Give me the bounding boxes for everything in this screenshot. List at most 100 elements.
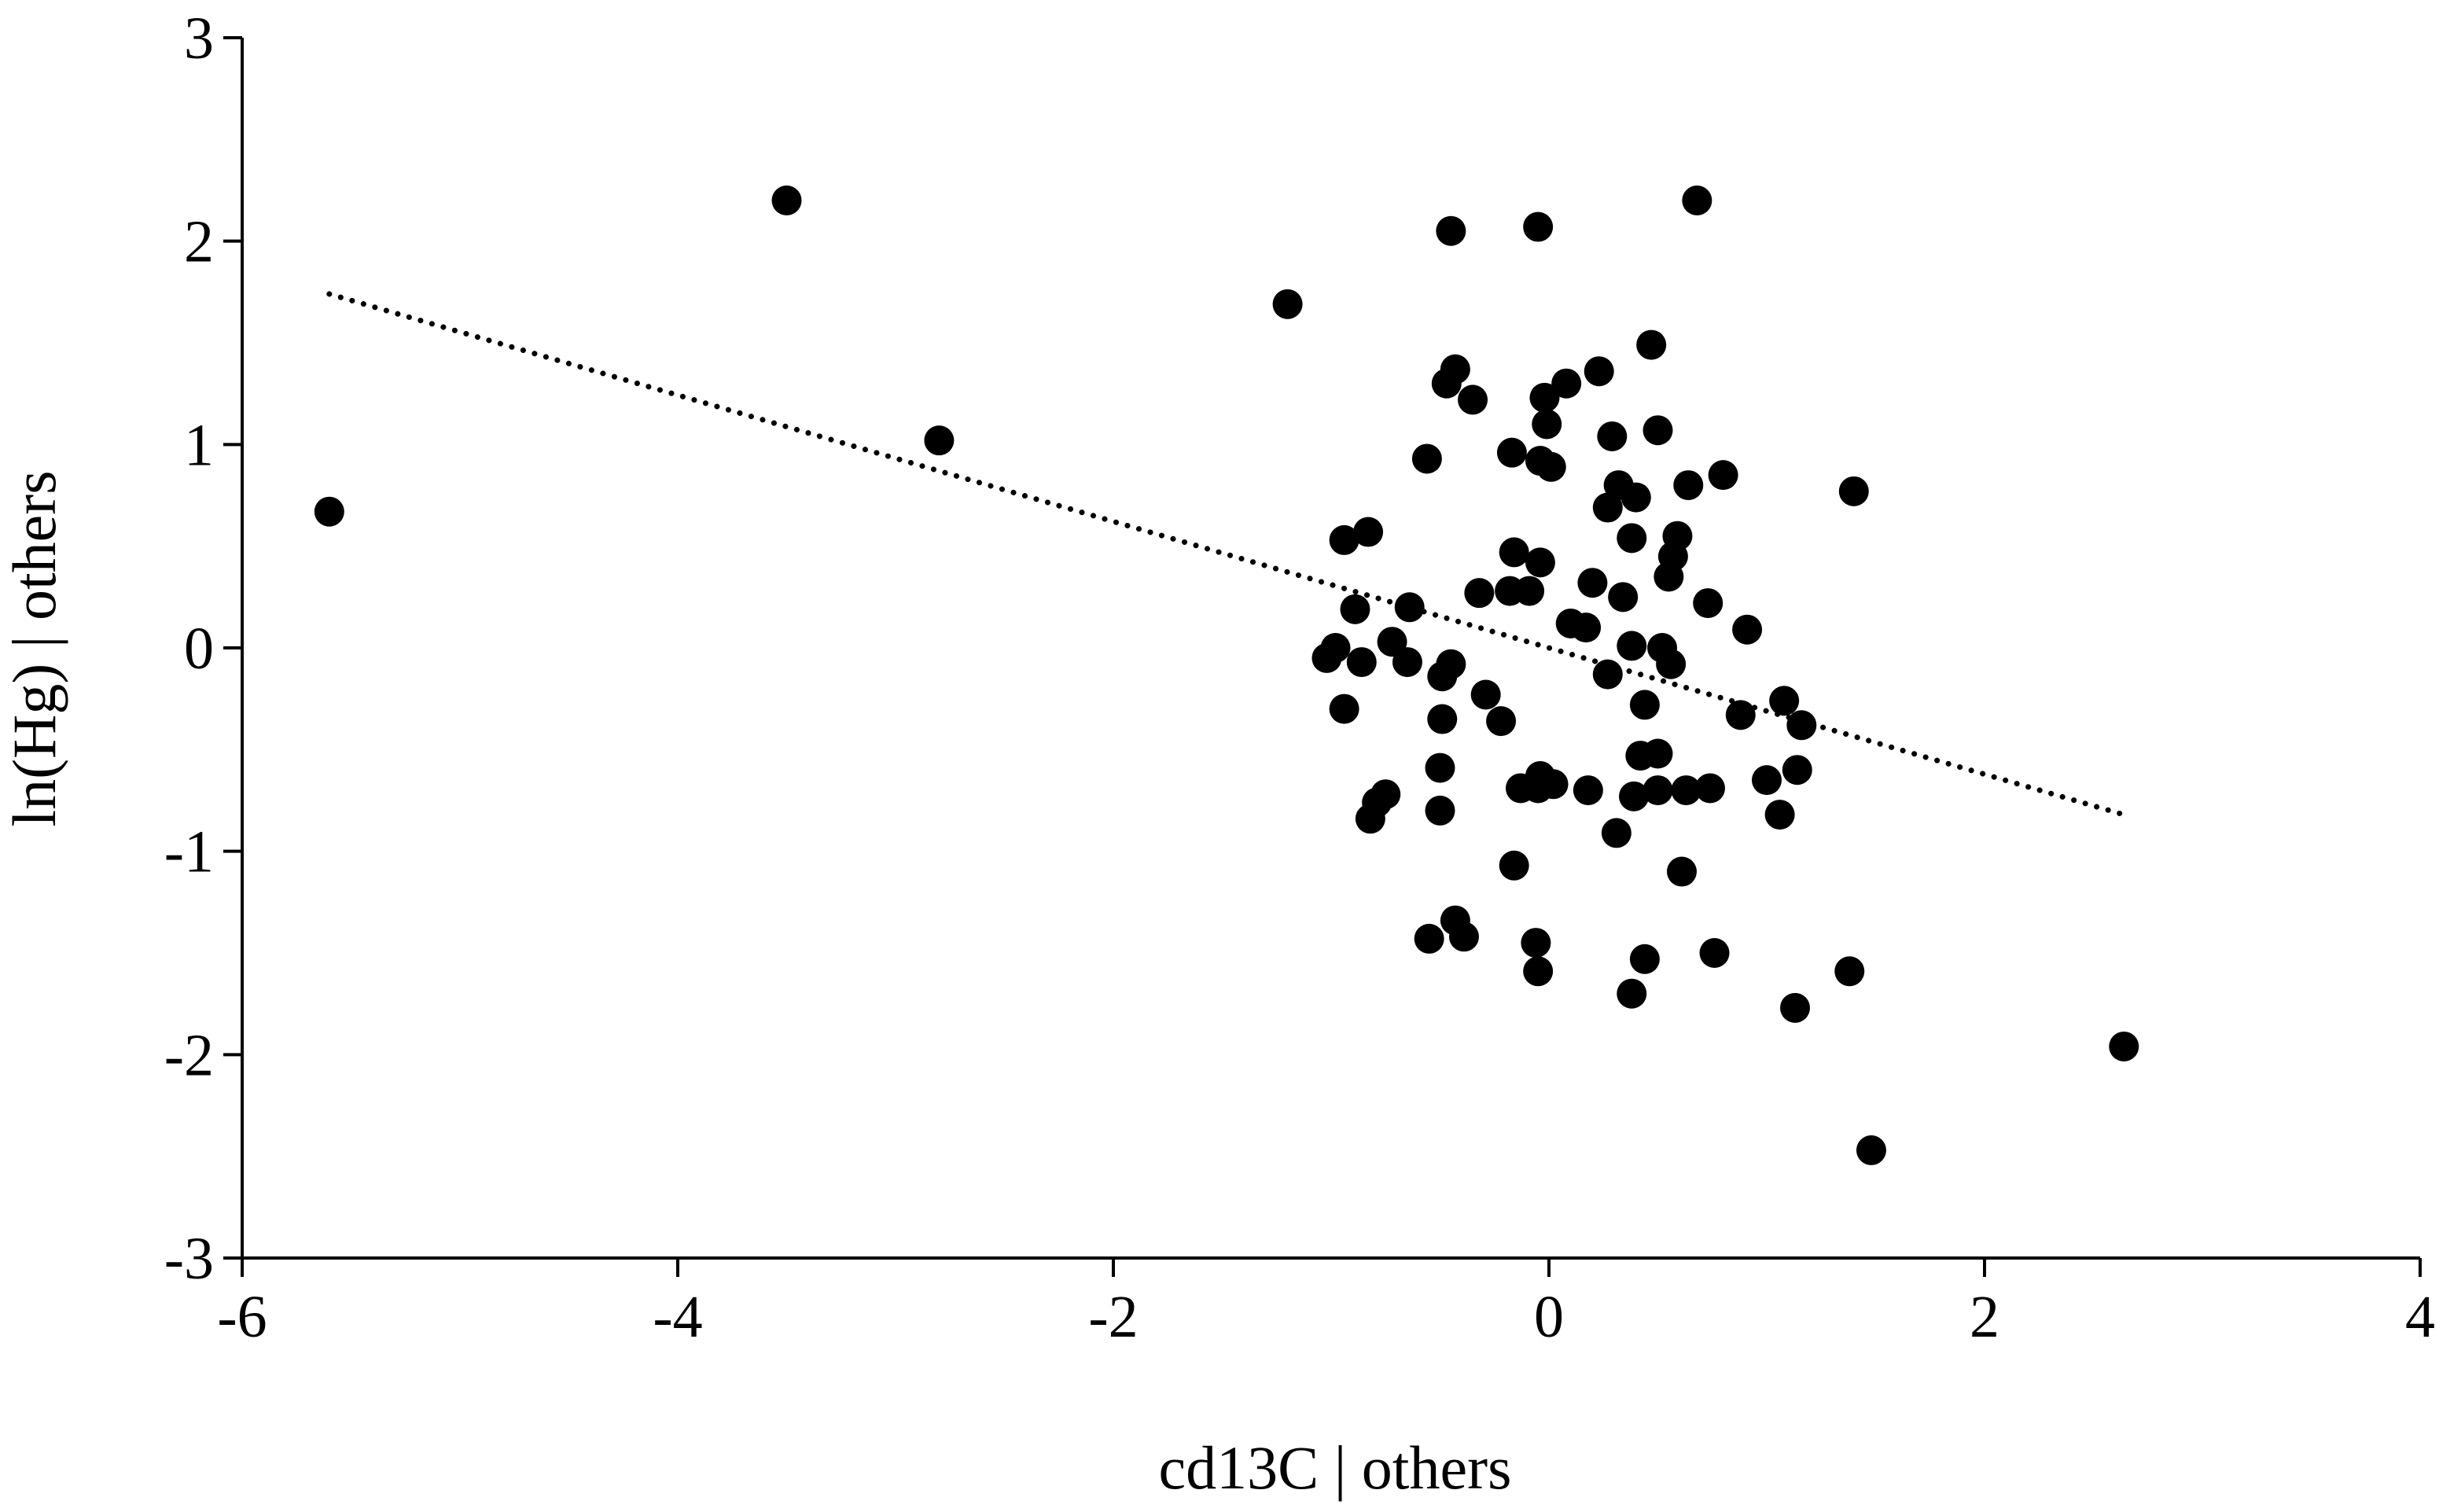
data-point <box>1346 647 1377 678</box>
data-point <box>1272 289 1303 319</box>
x-axis-title: cd13C | others <box>1159 1433 1512 1502</box>
data-point <box>1538 769 1569 800</box>
data-point <box>1573 775 1603 806</box>
data-point <box>1671 775 1701 806</box>
data-point <box>1394 592 1425 623</box>
data-point <box>1464 578 1495 609</box>
x-tick-label: 2 <box>1970 1284 1999 1350</box>
data-point <box>1514 576 1545 606</box>
data-point <box>1682 185 1712 215</box>
data-point <box>1414 923 1444 954</box>
data-point <box>1752 765 1782 796</box>
x-tick-label: -2 <box>1088 1284 1138 1350</box>
axes <box>223 36 2422 1277</box>
data-point <box>1838 476 1869 506</box>
data-point <box>1673 470 1704 501</box>
data-point <box>2109 1031 2139 1061</box>
data-point <box>1353 517 1384 547</box>
data-point <box>1617 631 1647 661</box>
data-point <box>1440 354 1470 384</box>
data-point <box>1620 482 1651 513</box>
data-point <box>1629 690 1660 720</box>
tick-labels: -3 -2 -1 0 1 2 3 -6 -4 -2 0 2 4 <box>164 6 2435 1350</box>
data-point <box>1601 818 1631 848</box>
x-tick-label: 0 <box>1534 1284 1564 1350</box>
data-point <box>1311 642 1342 673</box>
data-point <box>1643 775 1673 806</box>
axis-titles: cd13C | others ln(Hg) | others <box>0 470 1511 1502</box>
data-point <box>1617 523 1647 554</box>
y-axis-title: ln(Hg) | others <box>0 470 68 826</box>
data-point <box>1525 547 1555 578</box>
data-point <box>1470 679 1501 710</box>
trendline <box>326 291 2127 818</box>
data-point <box>1693 588 1723 619</box>
y-tick-label: 3 <box>184 6 214 72</box>
data-point <box>1392 647 1422 678</box>
data-point <box>1521 928 1551 958</box>
data-point <box>1499 850 1529 881</box>
data-point <box>1425 795 1455 826</box>
data-point <box>1769 686 1800 716</box>
data-point <box>1786 710 1817 741</box>
data-point <box>1834 956 1865 987</box>
data-point <box>1780 992 1811 1023</box>
data-point <box>1636 329 1667 360</box>
data-point <box>1329 524 1359 555</box>
data-point <box>1551 368 1582 399</box>
data-point <box>314 496 344 527</box>
data-point <box>1732 614 1763 645</box>
data-point <box>1699 938 1730 968</box>
data-point <box>1355 804 1385 834</box>
x-tick-label: -4 <box>653 1284 702 1350</box>
data-point <box>1532 409 1562 440</box>
data-point <box>1411 443 1442 474</box>
data-point <box>1427 661 1458 692</box>
data-point <box>1654 561 1684 592</box>
data-point <box>1340 594 1370 624</box>
data-point <box>1427 704 1458 734</box>
y-tick-label: -3 <box>164 1226 214 1292</box>
data-point <box>924 425 955 456</box>
data-point <box>1656 649 1687 679</box>
y-tick-label: -2 <box>164 1022 214 1088</box>
data-point <box>1523 212 1554 242</box>
data-point <box>1782 755 1812 785</box>
trendline-layer <box>326 291 2127 818</box>
data-point <box>1377 627 1407 657</box>
data-point <box>1329 693 1359 724</box>
data-point <box>1448 922 1479 952</box>
x-tick-label: 4 <box>2405 1284 2435 1350</box>
y-tick-label: -1 <box>164 819 214 885</box>
data-point <box>1499 537 1529 568</box>
data-point <box>1608 582 1639 613</box>
x-tick-label: -6 <box>217 1284 267 1350</box>
data-point <box>1592 492 1623 523</box>
data-point <box>1529 382 1560 413</box>
data-point <box>1597 421 1628 451</box>
data-point <box>1436 215 1466 246</box>
data-point <box>1629 944 1660 974</box>
points-layer <box>314 185 2139 1165</box>
data-point <box>1617 978 1647 1009</box>
data-point <box>1666 856 1697 887</box>
data-point <box>1536 451 1566 482</box>
data-point <box>1694 773 1725 804</box>
data-point <box>1496 437 1527 468</box>
y-tick-label: 1 <box>184 412 214 478</box>
data-point <box>1486 706 1517 737</box>
data-point <box>1571 613 1602 643</box>
data-point <box>1643 415 1673 446</box>
data-point <box>1643 738 1673 769</box>
data-point <box>1708 460 1738 491</box>
y-tick-label: 2 <box>184 209 214 275</box>
data-point <box>1577 568 1608 598</box>
data-point <box>1584 356 1614 387</box>
data-point <box>1619 781 1650 811</box>
data-point <box>1856 1135 1886 1165</box>
data-point <box>1725 700 1756 730</box>
y-tick-label: 0 <box>184 616 214 682</box>
data-point <box>1425 752 1455 783</box>
